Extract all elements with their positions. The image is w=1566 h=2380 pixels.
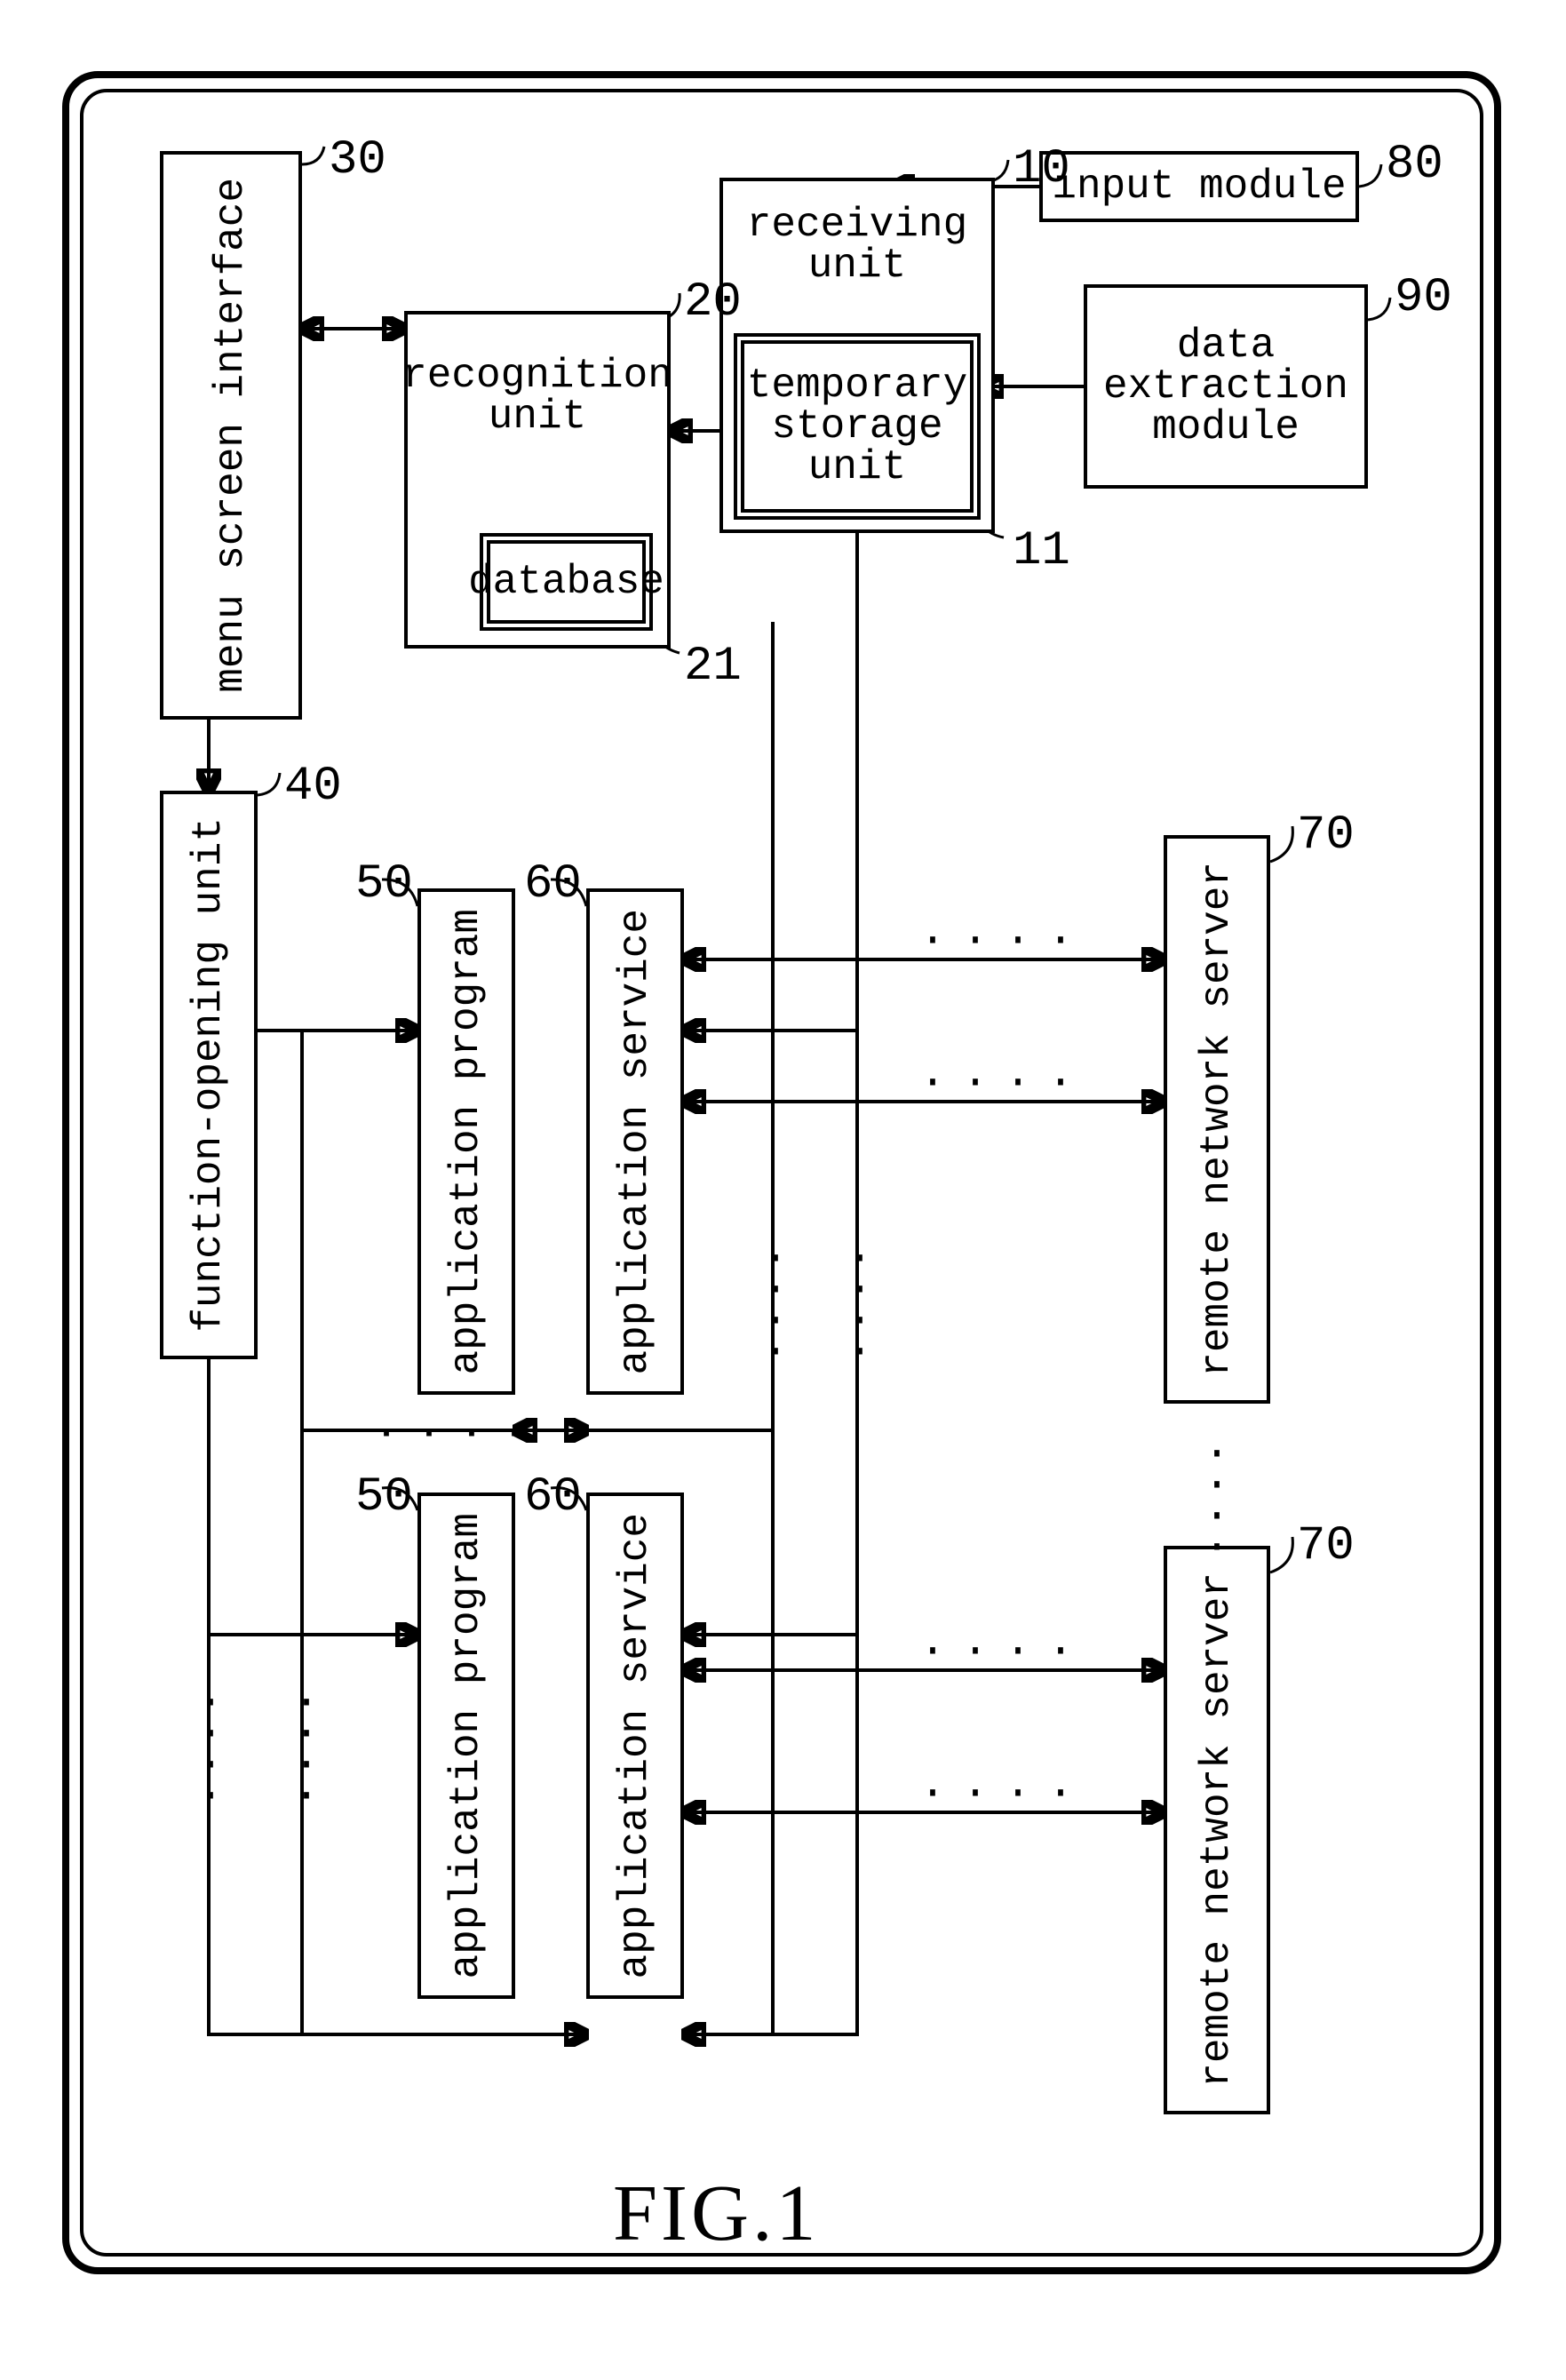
- reflabel-40: 40: [284, 760, 342, 814]
- node-label: function-opening unit: [188, 817, 229, 1333]
- ellipsis-icon: · · · ·: [197, 1688, 224, 1812]
- node-label: database: [468, 561, 664, 602]
- node-temp_storage: temporary storage unit: [734, 333, 981, 520]
- node-label: application service: [615, 1513, 656, 1979]
- node-label: application program: [446, 1513, 487, 1979]
- ellipsis-icon: · · · ·: [293, 1688, 320, 1812]
- node-func_opening: function-opening unit: [160, 791, 258, 1359]
- node-label: receiving unit: [747, 204, 967, 286]
- ellipsis-icon: ····: [919, 919, 1090, 964]
- node-database: database: [480, 533, 653, 631]
- node-label: data extraction module: [1103, 325, 1348, 448]
- ellipsis-icon: ····: [919, 1772, 1090, 1817]
- reflabel-60: 60: [524, 1470, 582, 1524]
- reflabel-90: 90: [1395, 271, 1452, 325]
- ellipsis-icon: · · · ·: [847, 1244, 873, 1368]
- reflabel-20: 20: [684, 275, 742, 330]
- node-label: remote network server: [1196, 862, 1237, 1377]
- node-input_module: input module: [1039, 151, 1359, 222]
- node-label: recognition unit: [402, 355, 672, 437]
- node-label: application service: [615, 909, 656, 1375]
- reflabel-50: 50: [355, 857, 413, 911]
- node-remote_server_1: remote network server: [1164, 835, 1270, 1404]
- node-app_program_1: application program: [417, 888, 515, 1395]
- node-data_extraction: data extraction module: [1084, 284, 1368, 489]
- node-menu_screen: menu screen interface: [160, 151, 302, 720]
- ellipsis-icon: · · · ·: [1204, 1439, 1230, 1564]
- node-label: remote network server: [1196, 1572, 1237, 2088]
- reflabel-50: 50: [355, 1470, 413, 1524]
- node-remote_server_2: remote network server: [1164, 1546, 1270, 2114]
- reflabel-10: 10: [1013, 142, 1070, 196]
- node-label: input module: [1052, 166, 1346, 207]
- figure-caption: FIG.1: [613, 2168, 820, 2259]
- ellipsis-icon: ····: [373, 1413, 544, 1457]
- ellipsis-icon: · · · ·: [762, 1244, 789, 1368]
- ellipsis-icon: ····: [919, 1630, 1090, 1675]
- node-app_service_2: application service: [586, 1492, 684, 1999]
- reflabel-30: 30: [329, 133, 386, 187]
- reflabel-80: 80: [1386, 138, 1443, 192]
- reflabel-60: 60: [524, 857, 582, 911]
- reflabel-70: 70: [1297, 1519, 1355, 1573]
- node-app_program_2: application program: [417, 1492, 515, 1999]
- node-app_service_1: application service: [586, 888, 684, 1395]
- reflabel-70: 70: [1297, 808, 1355, 863]
- reflabel-21: 21: [684, 640, 742, 694]
- reflabel-11: 11: [1013, 524, 1070, 578]
- ellipsis-icon: ····: [919, 1062, 1090, 1106]
- node-label: application program: [446, 909, 487, 1375]
- node-label: menu screen interface: [211, 178, 251, 693]
- node-label: temporary storage unit: [747, 365, 967, 488]
